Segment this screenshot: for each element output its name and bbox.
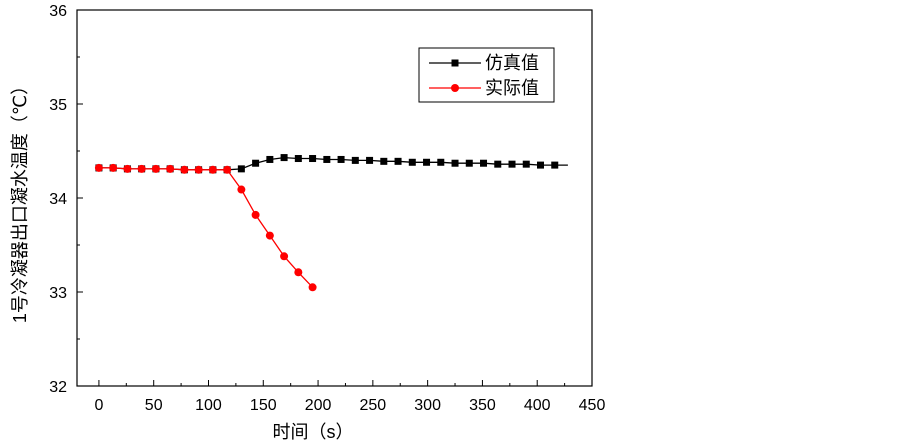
- data-point: [280, 154, 288, 162]
- series-2: [94, 163, 317, 292]
- legend-item: 仿真值: [429, 53, 539, 73]
- data-point: [123, 164, 132, 173]
- x-tick-label: 350: [469, 397, 496, 414]
- data-point: [508, 160, 516, 168]
- data-point: [208, 165, 217, 174]
- legend-label: 实际值: [485, 78, 539, 98]
- y-tick-label: 36: [49, 3, 67, 20]
- x-tick-label: 100: [195, 397, 222, 414]
- x-axis: 0 50 100 150 200 250 300 350 400 450: [94, 380, 605, 414]
- series-line: [98, 167, 314, 288]
- data-point: [522, 160, 530, 168]
- data-point: [180, 165, 189, 174]
- legend-item: 实际值: [429, 78, 539, 98]
- y-tick-label: 35: [49, 97, 67, 114]
- data-point: [194, 165, 203, 174]
- data-point: [266, 155, 274, 163]
- data-point: [223, 165, 232, 174]
- data-point: [337, 155, 345, 163]
- x-tick-label: 400: [524, 397, 551, 414]
- data-point: [451, 159, 459, 167]
- x-tick-label: 150: [250, 397, 277, 414]
- data-point: [151, 164, 160, 173]
- x-axis-title: 时间（s）: [273, 422, 354, 442]
- data-point: [380, 157, 388, 165]
- y-tick-label: 33: [49, 285, 67, 302]
- x-tick-label: 300: [414, 397, 441, 414]
- legend-box: [418, 47, 555, 103]
- y-tick-label: 34: [49, 191, 67, 208]
- data-point: [252, 159, 260, 167]
- data-point: [251, 210, 260, 219]
- legend-marker: [451, 84, 459, 92]
- data-point: [94, 163, 103, 172]
- x-tick-label: 450: [579, 397, 606, 414]
- series-1: [95, 154, 568, 174]
- data-point: [323, 155, 331, 163]
- y-axis: 32 33 34 35 36: [49, 3, 83, 396]
- data-point: [265, 231, 274, 240]
- y-axis-title: 1号冷凝器出口凝水温度（℃）: [10, 77, 30, 323]
- legend-label: 仿真值: [485, 53, 539, 73]
- data-point: [237, 185, 246, 194]
- data-point: [237, 165, 245, 173]
- data-point: [294, 268, 303, 277]
- data-point: [309, 155, 317, 163]
- data-point: [408, 158, 416, 166]
- x-tick-label: 0: [94, 397, 103, 414]
- data-point: [109, 163, 118, 172]
- data-point: [294, 155, 302, 163]
- data-point: [480, 159, 488, 167]
- data-point: [494, 160, 502, 168]
- y-tick-label: 32: [49, 379, 67, 396]
- data-point: [394, 157, 402, 165]
- data-point: [465, 159, 473, 167]
- data-point: [137, 164, 146, 173]
- legend-marker: [451, 59, 459, 67]
- data-point: [551, 161, 559, 169]
- data-point: [351, 156, 359, 164]
- data-point: [537, 161, 544, 169]
- x-tick-label: 50: [145, 397, 163, 414]
- x-tick-label: 250: [359, 397, 386, 414]
- data-point: [280, 252, 289, 261]
- data-point: [437, 158, 445, 166]
- series-layer: [94, 154, 568, 292]
- data-point: [166, 164, 175, 173]
- data-point: [366, 156, 374, 164]
- data-point: [423, 158, 431, 166]
- data-point: [308, 283, 317, 292]
- x-tick-label: 200: [305, 397, 332, 414]
